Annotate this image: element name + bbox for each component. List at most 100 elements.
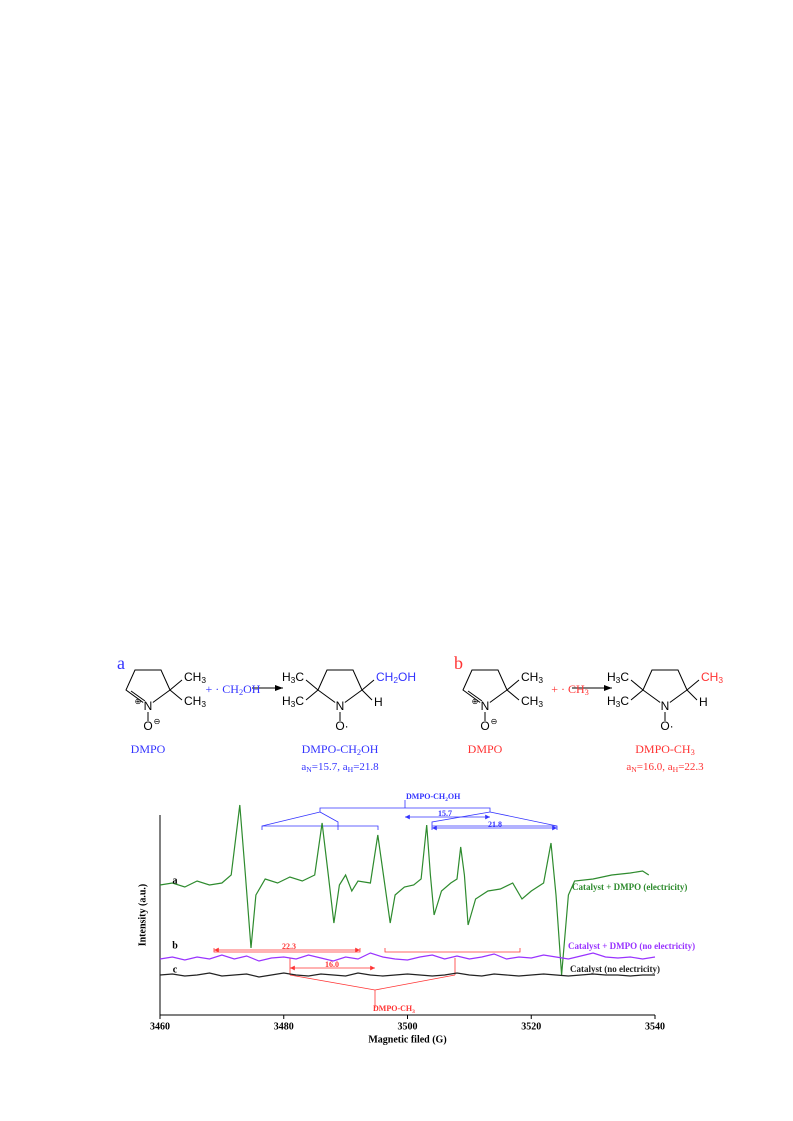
oxygen-radical: O· xyxy=(660,719,673,733)
subscript: 3 xyxy=(691,748,695,757)
radical: + · CH2OH xyxy=(206,682,261,697)
text-part: CH xyxy=(521,694,538,708)
x-tick-label: 3500 xyxy=(398,1021,418,1032)
hydrogen-atom: H xyxy=(374,695,383,709)
methyl-group: CH3 xyxy=(521,670,543,685)
text-part: H xyxy=(282,694,291,708)
x-tick-label: 3520 xyxy=(521,1021,541,1032)
negative-charge: ⊖ xyxy=(154,717,161,726)
substituent: CH2OH xyxy=(376,670,416,685)
hyperfine-constants: aN=15.7, aH=21.8 xyxy=(301,761,379,774)
negative-charge: ⊖ xyxy=(491,717,498,726)
hfc-brackets xyxy=(213,800,558,1008)
methyl-group: H3C xyxy=(607,670,629,685)
bond xyxy=(361,679,375,691)
text-part: =22.3 xyxy=(678,761,704,773)
subscript: 3 xyxy=(616,675,621,685)
substituent-bonds xyxy=(506,679,520,701)
text-part: + · CH xyxy=(206,682,240,696)
radical: + · CH3 xyxy=(551,682,589,697)
text-part: DMPO-CH xyxy=(406,792,446,801)
subscript: 3 xyxy=(201,699,206,709)
text-part: CH xyxy=(184,670,201,684)
text-part: =15.7, a xyxy=(312,761,348,773)
trace-label: b xyxy=(172,940,178,951)
bond xyxy=(506,689,520,701)
annotation-value: 15.7 xyxy=(438,809,452,818)
text-part: CH xyxy=(376,670,393,684)
scheme-label: b xyxy=(454,653,463,673)
subscript: N xyxy=(306,765,312,774)
double-bond xyxy=(130,690,146,702)
nitrogen-atom: N xyxy=(481,699,490,713)
legend-entry: Catalyst + DMPO (no electricity) xyxy=(568,941,695,951)
methyl-group: H3C xyxy=(282,694,304,709)
subscript: 3 xyxy=(718,675,723,685)
spectrum-line xyxy=(159,972,655,978)
pyrroline-ring xyxy=(317,669,363,721)
nitrogen-atom: N xyxy=(661,699,670,713)
methyl-group: H3C xyxy=(282,670,304,685)
bond xyxy=(686,679,700,691)
text-part: + · CH xyxy=(551,682,585,696)
subscript: H xyxy=(348,765,354,774)
text-part: DMPO-CH xyxy=(302,742,358,756)
text-part: a xyxy=(301,761,306,773)
methyl-group: H3C xyxy=(607,694,629,709)
subscript: 3 xyxy=(412,1009,415,1015)
text-part: H xyxy=(607,694,616,708)
text-part: OH xyxy=(398,670,416,684)
positive-charge: ⊕ xyxy=(135,697,142,706)
bond xyxy=(506,679,520,691)
atom-mask xyxy=(479,700,491,712)
text-part: C xyxy=(620,694,629,708)
double-bond xyxy=(467,690,483,702)
subscript: 3 xyxy=(538,675,543,685)
text-part: DMPO-CH xyxy=(635,742,691,756)
substituent-bonds xyxy=(305,679,375,701)
atom-mask xyxy=(142,700,154,712)
substituent-bonds xyxy=(169,679,183,701)
bond xyxy=(630,679,644,691)
x-axis-label: Magnetic filed (G) xyxy=(368,1034,446,1045)
compound-name: DMPO xyxy=(468,742,503,756)
bond xyxy=(169,679,183,691)
nitrogen-atom: N xyxy=(336,699,345,713)
spectrum-line xyxy=(159,804,650,976)
subscript: 3 xyxy=(538,699,543,709)
text-part: OH xyxy=(448,792,461,801)
bond xyxy=(361,689,373,701)
x-tick-label: 3540 xyxy=(645,1021,665,1032)
subscript: 3 xyxy=(291,675,296,685)
bond xyxy=(630,689,644,701)
substituent-bonds xyxy=(630,679,700,701)
subscript: H xyxy=(673,765,679,774)
annotation-value: 21.8 xyxy=(488,820,502,829)
pyrroline-ring xyxy=(462,669,508,721)
bond xyxy=(169,689,183,701)
methyl-group: CH3 xyxy=(184,694,206,709)
atom-mask xyxy=(659,700,671,712)
text-part: H xyxy=(282,670,291,684)
text-part: C xyxy=(295,670,304,684)
y-axis-label: Intensity (a.u.) xyxy=(137,884,148,947)
adduct-name: DMPO-CH2OH xyxy=(302,742,379,757)
subscript: 3 xyxy=(201,675,206,685)
substituent: CH3 xyxy=(701,670,723,685)
annotation-value: 22.3 xyxy=(282,942,296,951)
hyperfine-constants: aN=16.0, aH=22.3 xyxy=(626,761,704,774)
text-part: CH xyxy=(184,694,201,708)
oxygen-atom: O xyxy=(143,719,152,733)
text-part: H xyxy=(607,670,616,684)
ring-bonds xyxy=(462,669,508,707)
text-part: OH xyxy=(361,742,379,756)
methyl-group: CH3 xyxy=(184,670,206,685)
trace-label: c xyxy=(173,964,178,975)
x-tick-label: 3460 xyxy=(150,1021,170,1032)
subscript: 2 xyxy=(239,688,243,697)
text-part: =16.0, a xyxy=(637,761,673,773)
text-part: C xyxy=(295,694,304,708)
subscript: 3 xyxy=(616,699,621,709)
legend-entry: Catalyst (no electricity) xyxy=(570,964,660,974)
